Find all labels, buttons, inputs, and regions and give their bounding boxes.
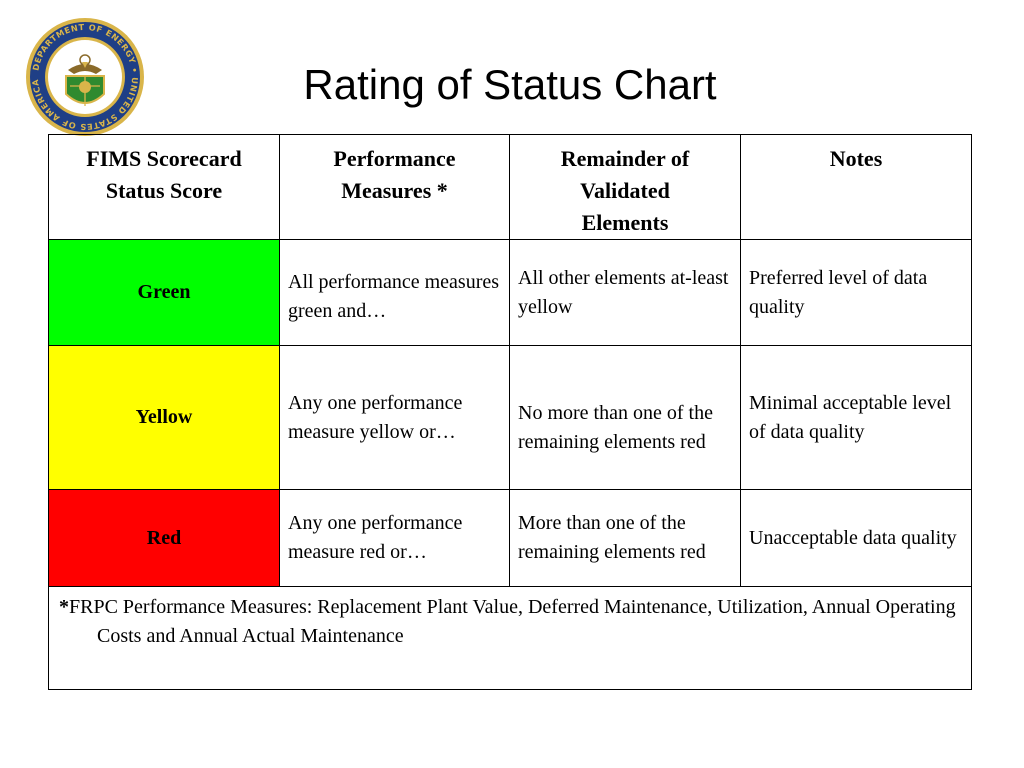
notes-cell: Minimal acceptable level of data quality (740, 345, 972, 490)
performance-cell: Any one performance measure red or… (279, 489, 510, 587)
notes-cell: Preferred level of data quality (740, 239, 972, 346)
footnote-row: *FRPC Performance Measures: Replacement … (48, 586, 972, 690)
department-of-energy-seal: DEPARTMENT OF ENERGY • UNITED STATES OF … (24, 16, 144, 136)
performance-cell: Any one performance measure yellow or… (279, 345, 510, 490)
footnote-text: *FRPC Performance Measures: Replacement … (59, 593, 963, 651)
header-status-score: FIMS Scorecard Status Score (48, 134, 280, 240)
remainder-cell: All other elements at-least yellow (509, 239, 741, 346)
footnote-cell: *FRPC Performance Measures: Replacement … (48, 586, 972, 690)
notes-cell: Unacceptable data quality (740, 489, 972, 587)
slide-title: Rating of Status Chart (303, 61, 717, 108)
header-performance-measures: Performance Measures * (279, 134, 510, 240)
table-row: Yellow Any one performance measure yello… (48, 345, 972, 490)
header-remainder-elements: Remainder of Validated Elements (509, 134, 741, 240)
remainder-cell: More than one of the remaining elements … (509, 489, 741, 587)
remainder-cell: No more than one of the remaining elemen… (509, 345, 741, 490)
footnote-body: FRPC Performance Measures: Replacement P… (69, 596, 956, 647)
status-rating-table: FIMS Scorecard Status Score Performance … (48, 134, 972, 690)
status-cell-red: Red (48, 489, 280, 587)
status-cell-yellow: Yellow (48, 345, 280, 490)
table-row: Green All performance measures green and… (48, 239, 972, 346)
header-notes: Notes (740, 134, 972, 240)
table-row: Red Any one performance measure red or… … (48, 489, 972, 587)
footnote-marker: * (59, 596, 69, 618)
status-cell-green: Green (48, 239, 280, 346)
performance-cell: All performance measures green and… (279, 239, 510, 346)
table-header-row: FIMS Scorecard Status Score Performance … (48, 134, 972, 240)
